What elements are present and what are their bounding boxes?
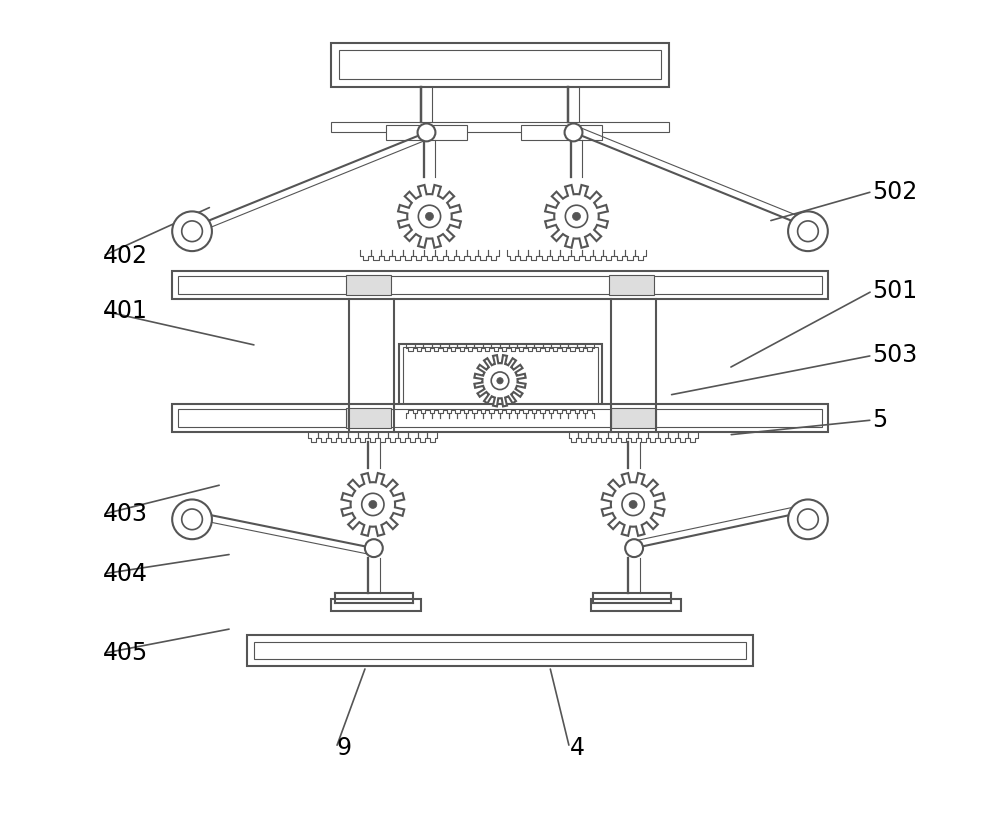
Circle shape: [362, 493, 384, 516]
Bar: [172, 271, 828, 299]
Text: 502: 502: [873, 180, 918, 203]
Text: 503: 503: [873, 344, 918, 367]
Bar: [521, 125, 602, 140]
Circle shape: [625, 539, 643, 557]
Circle shape: [172, 212, 212, 251]
Polygon shape: [341, 473, 404, 536]
Circle shape: [418, 205, 441, 228]
Circle shape: [425, 213, 433, 220]
Polygon shape: [602, 473, 665, 536]
Text: 405: 405: [103, 642, 148, 665]
Bar: [172, 404, 828, 432]
Text: 4: 4: [570, 736, 585, 760]
Circle shape: [182, 221, 202, 242]
Bar: [178, 409, 822, 427]
Bar: [346, 408, 391, 428]
Bar: [331, 43, 669, 87]
Bar: [331, 599, 421, 611]
Bar: [247, 634, 753, 666]
Circle shape: [798, 509, 818, 530]
Bar: [331, 122, 669, 132]
Circle shape: [418, 123, 435, 141]
Text: 402: 402: [103, 244, 148, 268]
Text: 5: 5: [873, 408, 888, 432]
Text: 403: 403: [103, 502, 148, 527]
Circle shape: [182, 509, 202, 530]
Circle shape: [497, 378, 503, 384]
Circle shape: [622, 493, 644, 516]
Text: 501: 501: [873, 279, 918, 303]
Circle shape: [798, 221, 818, 242]
Polygon shape: [398, 185, 461, 248]
Bar: [254, 642, 746, 659]
Bar: [386, 125, 467, 140]
Bar: [399, 344, 602, 418]
Text: 404: 404: [103, 562, 148, 586]
Circle shape: [491, 372, 509, 390]
Bar: [178, 276, 822, 294]
Bar: [346, 275, 391, 295]
Circle shape: [172, 500, 212, 539]
Circle shape: [788, 212, 828, 251]
Bar: [403, 348, 598, 414]
Circle shape: [565, 123, 582, 141]
Text: 9: 9: [336, 736, 351, 760]
Polygon shape: [545, 185, 608, 248]
Circle shape: [365, 539, 383, 557]
Text: 401: 401: [103, 299, 148, 323]
Circle shape: [369, 501, 377, 508]
Circle shape: [788, 500, 828, 539]
Bar: [611, 408, 656, 428]
Polygon shape: [474, 355, 526, 407]
Bar: [591, 599, 681, 611]
Circle shape: [565, 205, 588, 228]
Bar: [339, 50, 661, 79]
Bar: [609, 275, 654, 295]
Circle shape: [629, 501, 637, 508]
Circle shape: [572, 213, 580, 220]
